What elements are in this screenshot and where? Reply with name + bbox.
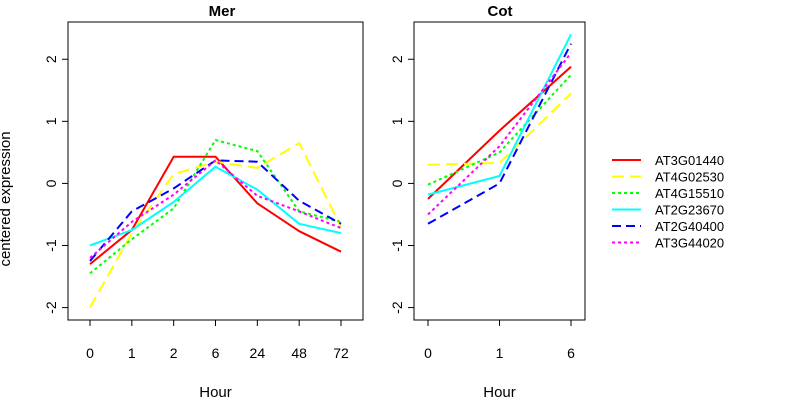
series-line-at3g01440 <box>427 65 572 200</box>
y-tick-label: -1 <box>43 239 59 252</box>
y-tick-label: -2 <box>43 301 59 314</box>
y-tick-label: 0 <box>389 179 405 187</box>
legend-label: AT2G23670 <box>655 203 724 218</box>
series-line-at4g02530 <box>89 142 342 309</box>
plot-frame <box>67 21 364 321</box>
x-tick-label: 24 <box>250 345 266 361</box>
y-tick-label: 2 <box>389 55 405 63</box>
series-line-at2g23670 <box>427 33 572 196</box>
legend-label: AT3G44020 <box>655 236 724 251</box>
y-tick-label: -2 <box>389 301 405 314</box>
x-tick-label: 6 <box>212 345 220 361</box>
x-tick-label: 0 <box>424 345 432 361</box>
series-line-at4g15510 <box>427 74 572 186</box>
legend-label: AT4G02530 <box>655 170 724 185</box>
panel-title: Mer <box>209 3 236 20</box>
x-axis-label: Hour <box>483 384 516 400</box>
x-tick-label: 6 <box>567 345 575 361</box>
x-tick-label: 1 <box>496 345 504 361</box>
y-tick-label: 1 <box>43 117 59 125</box>
series-line-at2g40400 <box>427 43 572 225</box>
legend-label: AT2G40400 <box>655 219 724 234</box>
y-axis-label: centered expression <box>0 131 14 266</box>
x-tick-label: 1 <box>128 345 136 361</box>
x-tick-label: 48 <box>291 345 307 361</box>
series-line-at3g44020 <box>89 159 342 259</box>
panel-cot: Cot -2 -1 0 1 2 0 1 6 Hour <box>389 3 586 401</box>
series-line-at3g01440 <box>89 155 342 265</box>
x-tick-label: 2 <box>170 345 178 361</box>
y-tick-label: 2 <box>43 55 59 63</box>
legend-label: AT3G01440 <box>655 153 724 168</box>
series-line-at3g44020 <box>427 52 572 216</box>
series-line-at2g40400 <box>89 159 342 262</box>
x-tick-label: 0 <box>86 345 94 361</box>
y-tick-label: 0 <box>43 179 59 187</box>
legend-label: AT4G15510 <box>655 186 724 201</box>
y-tick-label: -1 <box>389 239 405 252</box>
series-line-at2g23670 <box>89 165 342 247</box>
series-line-at4g02530 <box>427 92 572 166</box>
panel-title: Cot <box>488 3 513 20</box>
y-tick-label: 1 <box>389 117 405 125</box>
x-axis-label: Hour <box>199 384 232 400</box>
panel-mer: Mer -2 -1 0 1 2 0 1 2 6 24 48 72 Hour centered express… <box>0 3 364 401</box>
x-tick-label: 72 <box>333 345 349 361</box>
